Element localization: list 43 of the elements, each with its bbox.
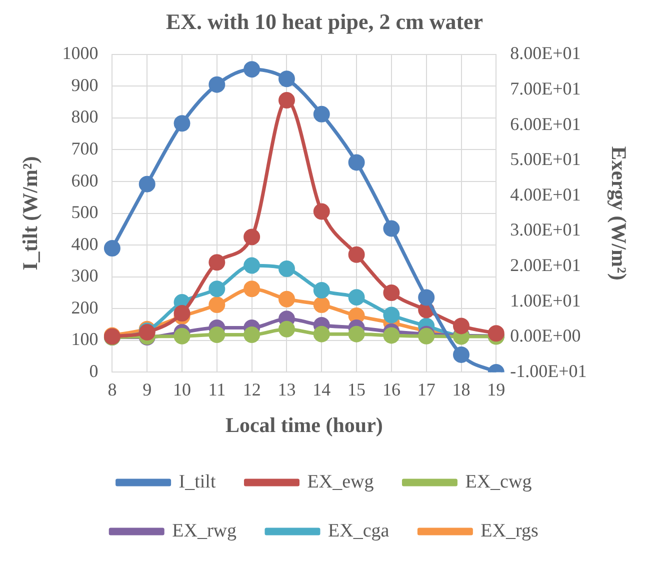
y-tick-label: 400 xyxy=(71,234,98,254)
legend-label: I_tilt xyxy=(178,471,216,492)
y2-tick-label: -1.00E+01 xyxy=(510,360,587,381)
x-tick-label: 9 xyxy=(142,380,152,400)
y2-tick-label: 5.00E+01 xyxy=(510,149,581,170)
y2-tick-label: 7.00E+01 xyxy=(510,78,581,98)
y-axis-title: I_tilt (W/m²) xyxy=(18,156,42,270)
legend-label: EX_rgs xyxy=(480,520,538,542)
x-axis-title: Local time (hour) xyxy=(225,412,383,437)
y-tick-label: 800 xyxy=(71,106,98,127)
y2-tick-label: 6.00E+01 xyxy=(510,114,581,134)
legend-label: EX_ewg xyxy=(307,471,374,492)
x-tick-label: 11 xyxy=(208,380,226,400)
x-tick-label: 13 xyxy=(278,380,296,400)
y-tick-label: 700 xyxy=(71,138,98,158)
x-tick-label: 16 xyxy=(382,380,400,400)
y-tick-label: 900 xyxy=(71,74,98,95)
y-tick-label: 1000 xyxy=(62,43,98,64)
legend-label: EX_cwg xyxy=(465,471,532,492)
x-tick-label: 15 xyxy=(348,380,366,400)
chart-title: EX. with 10 heat pipe, 2 cm water xyxy=(166,8,484,34)
y-tick-label: 300 xyxy=(71,266,98,286)
x-tick-label: 18 xyxy=(452,380,470,400)
y2-tick-label: 4.00E+01 xyxy=(510,184,581,204)
x-tick-label: 12 xyxy=(242,380,261,400)
x-tick-label: 14 xyxy=(312,380,331,400)
y-tick-label: 100 xyxy=(71,329,98,350)
x-tick-label: 10 xyxy=(173,380,192,400)
y2-tick-label: 2.00E+01 xyxy=(510,255,581,275)
y2-tick-label: 1.00E+01 xyxy=(510,290,581,310)
legend-label: EX_rwg xyxy=(172,520,237,542)
y2-tick-label: 8.00E+01 xyxy=(510,43,581,64)
y2-axis-title: Exergy (W/m²) xyxy=(606,146,631,280)
y2-tick-label: 3.00E+01 xyxy=(510,220,581,240)
y-tick-label: 0 xyxy=(89,360,98,381)
y-tick-label: 200 xyxy=(71,297,98,318)
y-tick-label: 600 xyxy=(71,170,98,190)
x-tick-label: 17 xyxy=(417,380,436,400)
y-tick-label: 500 xyxy=(71,202,98,222)
y2-tick-label: 0.00E+00 xyxy=(510,326,581,346)
x-tick-label: 8 xyxy=(108,380,117,400)
legend-label: EX_cga xyxy=(328,520,390,542)
x-tick-label: 19 xyxy=(487,380,506,400)
